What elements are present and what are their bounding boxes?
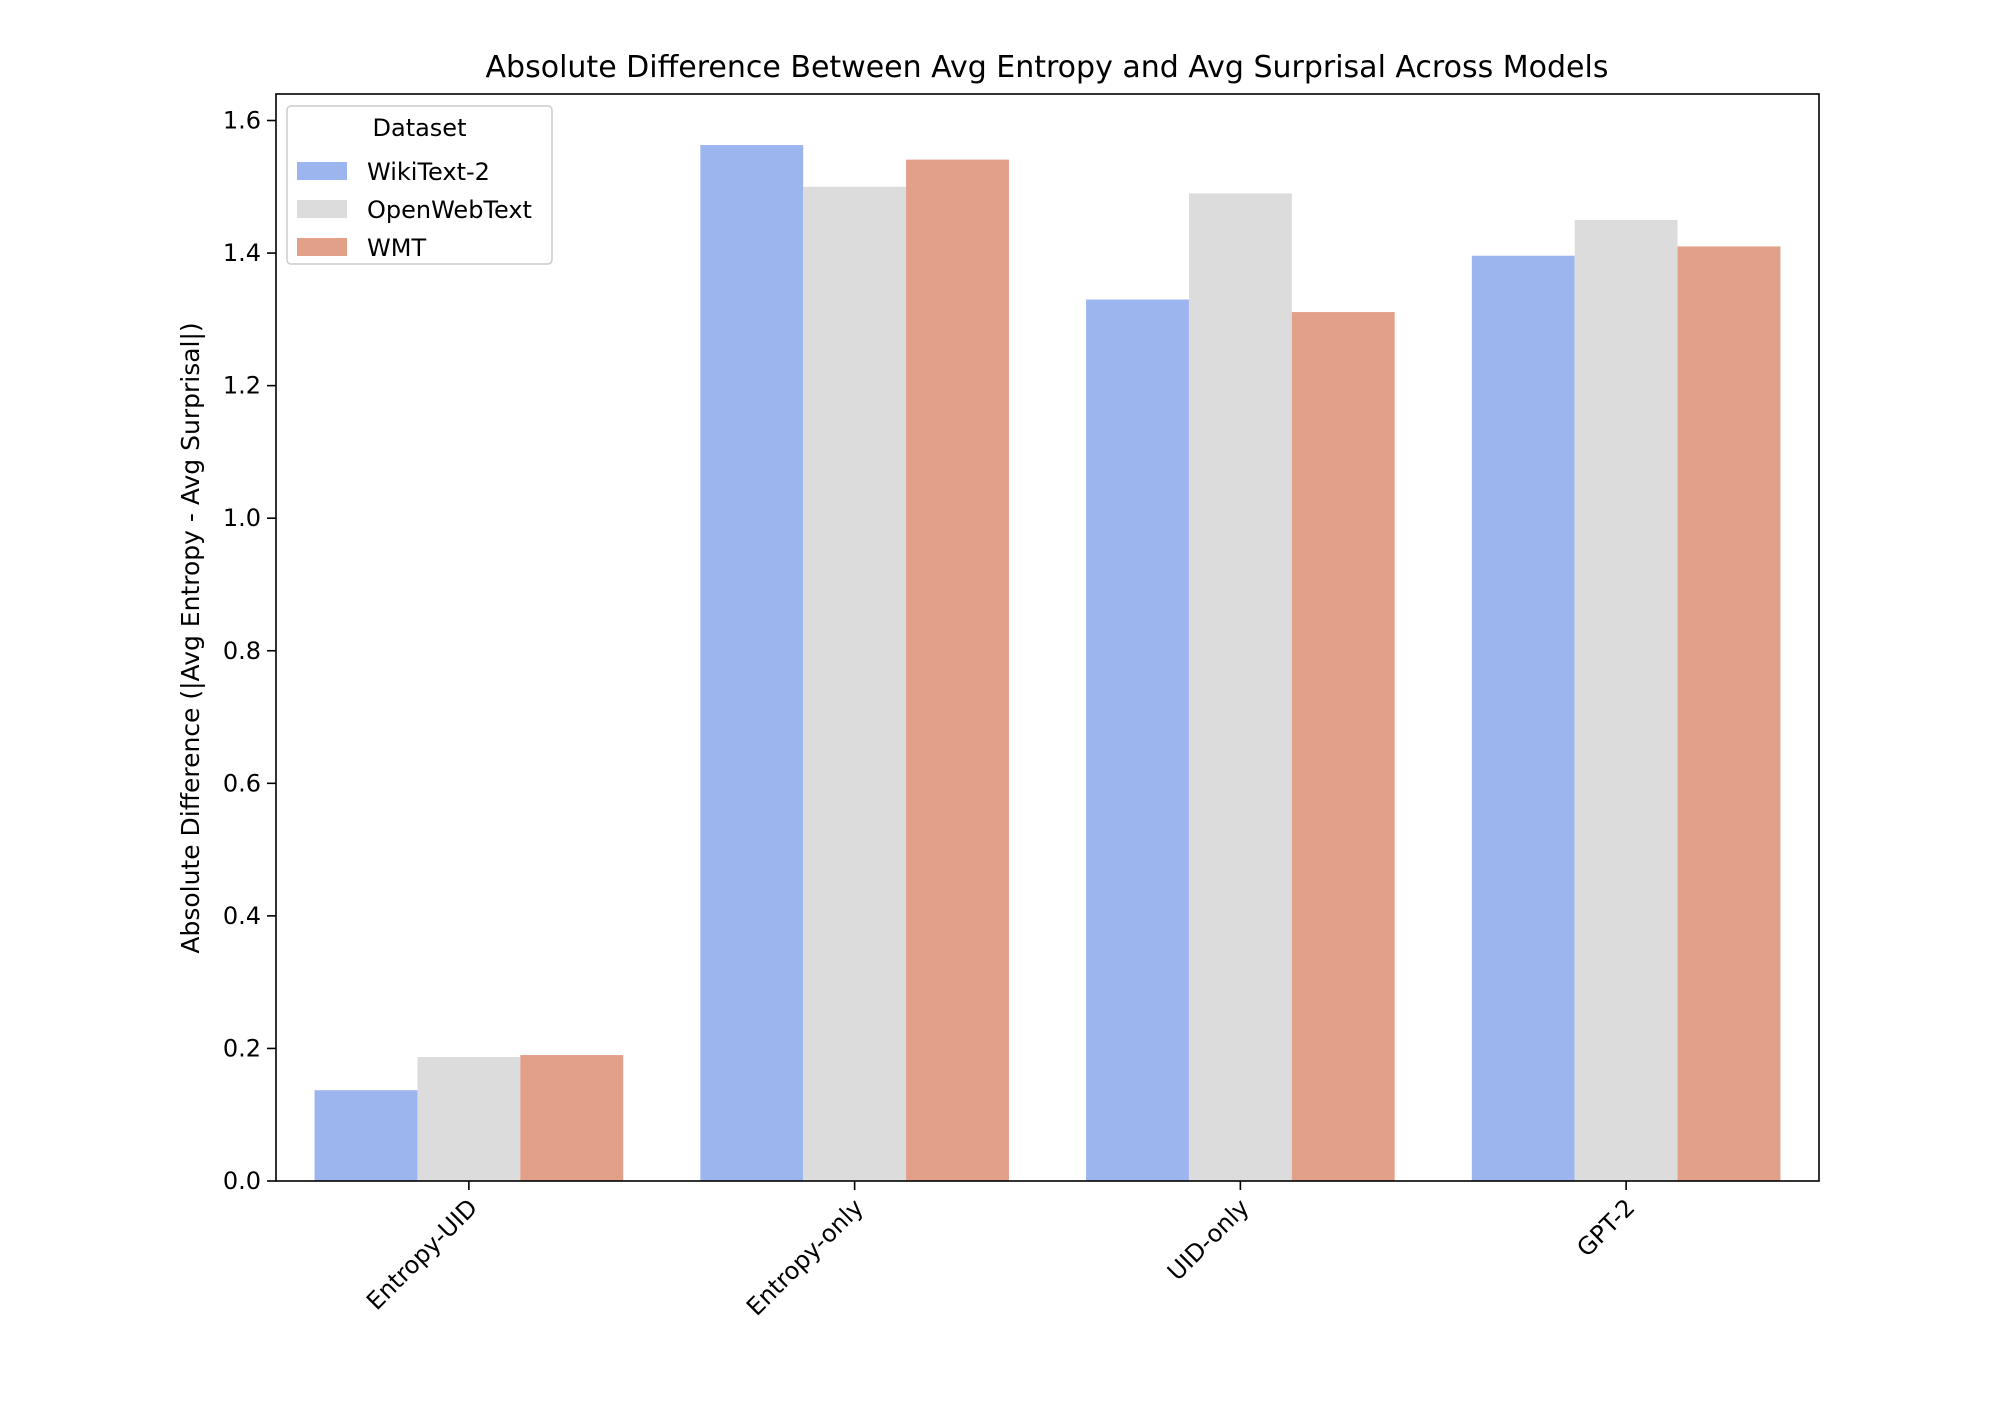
bar-gpt-2-openwebtext xyxy=(1574,219,1678,1181)
y-tick-label: 0.0 xyxy=(223,1167,261,1195)
y-tick-label: 1.6 xyxy=(223,107,261,135)
y-tick-label: 1.4 xyxy=(223,239,261,267)
bar-entropy-only-wikitext-2 xyxy=(700,145,804,1181)
y-tick-label: 0.6 xyxy=(223,769,261,797)
bar-entropy-uid-wikitext-2 xyxy=(314,1090,418,1181)
bar-uid-only-openwebtext xyxy=(1188,193,1292,1182)
bars-group xyxy=(314,145,1781,1182)
legend-swatch-openwebtext xyxy=(297,200,347,218)
bar-entropy-uid-wmt xyxy=(520,1055,624,1181)
legend-title: Dataset xyxy=(373,114,467,142)
bar-gpt-2-wmt xyxy=(1677,246,1781,1181)
bar-uid-only-wikitext-2 xyxy=(1086,299,1189,1182)
legend-label-openwebtext: OpenWebText xyxy=(367,196,532,224)
bar-entropy-uid-openwebtext xyxy=(417,1057,521,1181)
legend: Dataset WikiText-2 OpenWebText WMT xyxy=(286,105,553,265)
y-axis: 0.0 0.2 0.4 0.6 0.8 1.0 1.2 1.4 1.6 xyxy=(223,107,276,1195)
plot-frame xyxy=(275,93,1820,1182)
legend-swatch-wikitext-2 xyxy=(297,162,347,180)
legend-box xyxy=(286,105,553,265)
legend-swatch-wmt xyxy=(297,238,347,256)
bar-gpt-2-wikitext-2 xyxy=(1471,255,1575,1182)
legend-label-wmt: WMT xyxy=(367,234,426,262)
bar-entropy-only-wmt xyxy=(906,159,1009,1181)
y-tick-label: 0.2 xyxy=(223,1034,261,1062)
y-tick-label: 0.8 xyxy=(223,637,261,665)
bar-uid-only-wmt xyxy=(1291,312,1395,1181)
y-tick-label: 0.4 xyxy=(223,902,261,930)
legend-label-wikitext-2: WikiText-2 xyxy=(367,158,490,186)
y-axis-label: Absolute Difference (|Avg Entropy - Avg … xyxy=(176,322,205,953)
chart-title: Absolute Difference Between Avg Entropy … xyxy=(486,50,1609,85)
y-tick-label: 1.2 xyxy=(223,372,261,400)
bar-entropy-only-openwebtext xyxy=(803,186,907,1182)
y-tick-label: 1.0 xyxy=(223,504,261,532)
